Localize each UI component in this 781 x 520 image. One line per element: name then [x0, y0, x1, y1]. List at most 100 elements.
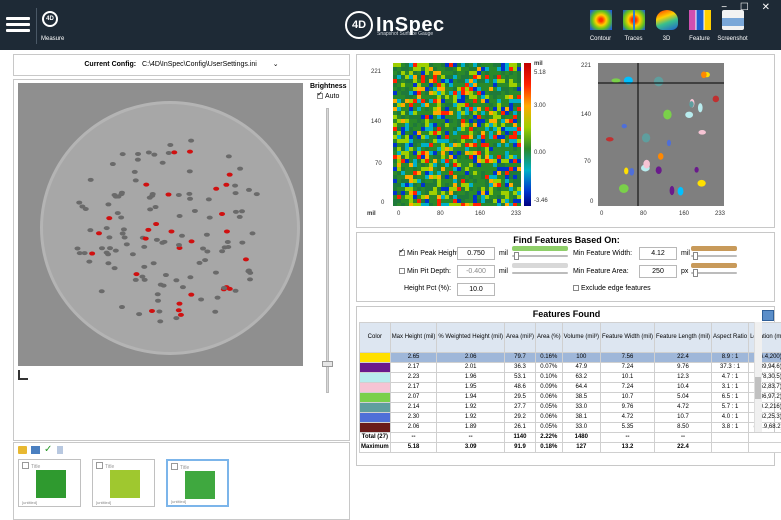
column-header[interactable]: Area (mil²) — [504, 323, 535, 353]
height-map-cell — [481, 167, 485, 171]
height-map-cell — [501, 195, 505, 199]
exclude-edge-checkbox[interactable]: Exclude edge features — [573, 285, 651, 292]
tool-3d[interactable]: 3D — [650, 8, 683, 42]
checkbox-icon[interactable] — [399, 268, 405, 274]
height-map-cell — [437, 131, 441, 135]
tool-contour[interactable]: Contour — [584, 8, 617, 42]
min-feature-width-input[interactable]: 4.12 — [639, 247, 677, 260]
window-controls[interactable]: − ☐ ✕ — [721, 2, 775, 13]
column-header[interactable]: Color — [360, 323, 391, 353]
min-pit-depth-input[interactable]: -0.400 — [457, 265, 495, 278]
height-map-cell — [445, 123, 449, 127]
defect-mark — [118, 192, 124, 196]
height-map-cell — [397, 67, 401, 71]
brightness-slider[interactable] — [326, 108, 329, 393]
height-map-cell — [501, 95, 505, 99]
auto-brightness-checkbox[interactable]: Auto — [317, 93, 339, 100]
brightness-slider-handle[interactable] — [322, 361, 333, 367]
save-icon[interactable] — [762, 310, 774, 321]
checkbox-icon[interactable] — [399, 250, 405, 256]
min-peak-height-input[interactable]: 0.750 — [457, 247, 495, 260]
height-map-cell — [497, 87, 501, 91]
height-map-cell — [501, 191, 505, 195]
height-map-cell — [501, 147, 505, 151]
height-map-cell — [401, 111, 405, 115]
height-map-cell — [465, 183, 469, 187]
hamburger-menu-icon[interactable] — [6, 14, 30, 36]
column-header[interactable]: Area (%) — [535, 323, 562, 353]
checkbox-icon[interactable] — [573, 285, 579, 291]
height-map-cell — [401, 87, 405, 91]
min-pit-depth-range[interactable] — [512, 263, 568, 268]
column-header[interactable]: Feature Length (mil) — [655, 323, 712, 353]
measure-label[interactable]: Measure — [41, 36, 64, 42]
thumbnail-title[interactable]: Title — [22, 462, 40, 470]
height-map-cell — [501, 143, 505, 147]
defect-mark — [221, 286, 227, 290]
height-map-plot[interactable] — [393, 63, 521, 206]
height-map-cell — [517, 79, 521, 83]
config-selector[interactable]: Current Config: C:\4D\InSpec\Config\User… — [13, 54, 350, 76]
feature-map-plot[interactable] — [598, 63, 724, 206]
delete-icon[interactable] — [57, 446, 63, 454]
crop-icon[interactable] — [18, 370, 28, 380]
min-pit-depth-checkbox[interactable]: Min Pit Depth: — [399, 268, 451, 275]
min-feature-area-input[interactable]: 250 — [639, 265, 677, 278]
height-map-cell — [413, 107, 417, 111]
height-map-cell — [493, 87, 497, 91]
height-map-cell — [473, 87, 477, 91]
height-map-cell — [405, 139, 409, 143]
tool-feature[interactable]: Feature — [683, 8, 716, 42]
min-feature-width-range[interactable] — [691, 246, 737, 251]
thumbnail-title[interactable]: Title — [96, 462, 114, 470]
min-pit-depth-slider[interactable] — [512, 272, 568, 274]
min-feature-area-slider-handle[interactable] — [693, 269, 698, 277]
column-header[interactable]: Max Height (mil) — [390, 323, 437, 353]
height-map-cell — [441, 79, 445, 83]
tool-screenshot[interactable]: Screenshot — [716, 8, 749, 42]
thumbnail-1[interactable]: Title [untitled] — [18, 459, 81, 507]
height-map-cell — [465, 83, 469, 87]
min-peak-height-checkbox[interactable]: Min Peak Height: — [399, 250, 460, 257]
chevron-down-icon[interactable]: ⌄ — [273, 61, 279, 68]
height-map-cell — [445, 127, 449, 131]
min-peak-height-slider[interactable] — [512, 255, 568, 257]
sample-image[interactable] — [18, 83, 303, 366]
tool-traces[interactable]: Traces — [617, 8, 650, 42]
height-map-cell — [469, 71, 473, 75]
table-scrollbar-thumb[interactable] — [755, 377, 761, 399]
min-feature-area-range[interactable] — [691, 263, 737, 268]
thumbnail-3[interactable]: Title [untitled] — [166, 459, 229, 507]
column-header[interactable]: Feature Width (mil) — [600, 323, 654, 353]
height-map-cell — [437, 79, 441, 83]
table-cell: 3.1 : 1 — [712, 383, 749, 393]
save-icon[interactable] — [31, 446, 40, 454]
column-header[interactable]: Volume (mil³) — [562, 323, 600, 353]
height-map-cell — [481, 115, 485, 119]
table-cell: 9.76 — [600, 403, 654, 413]
min-peak-height-range[interactable] — [512, 246, 568, 251]
height-map-cell — [393, 155, 397, 159]
height-map-cell — [425, 143, 429, 147]
height-map-cell — [477, 155, 481, 159]
column-header[interactable]: % Weighted Height (mil) — [437, 323, 505, 353]
column-header[interactable]: Aspect Ratio — [712, 323, 749, 353]
thumbnail-2[interactable]: Title [untitled] — [92, 459, 155, 507]
min-peak-height-slider-handle[interactable] — [514, 252, 519, 260]
checkbox-icon[interactable] — [317, 93, 323, 99]
height-pct-input[interactable]: 10.0 — [457, 283, 495, 296]
open-folder-icon[interactable] — [18, 446, 27, 454]
measure-logo-icon[interactable]: 4D — [42, 11, 58, 27]
defect-mark — [124, 242, 130, 246]
min-feature-width-slider-handle[interactable] — [693, 252, 698, 260]
check-icon[interactable]: ✓ — [44, 446, 53, 454]
table-cell: 0.05% — [535, 403, 562, 413]
